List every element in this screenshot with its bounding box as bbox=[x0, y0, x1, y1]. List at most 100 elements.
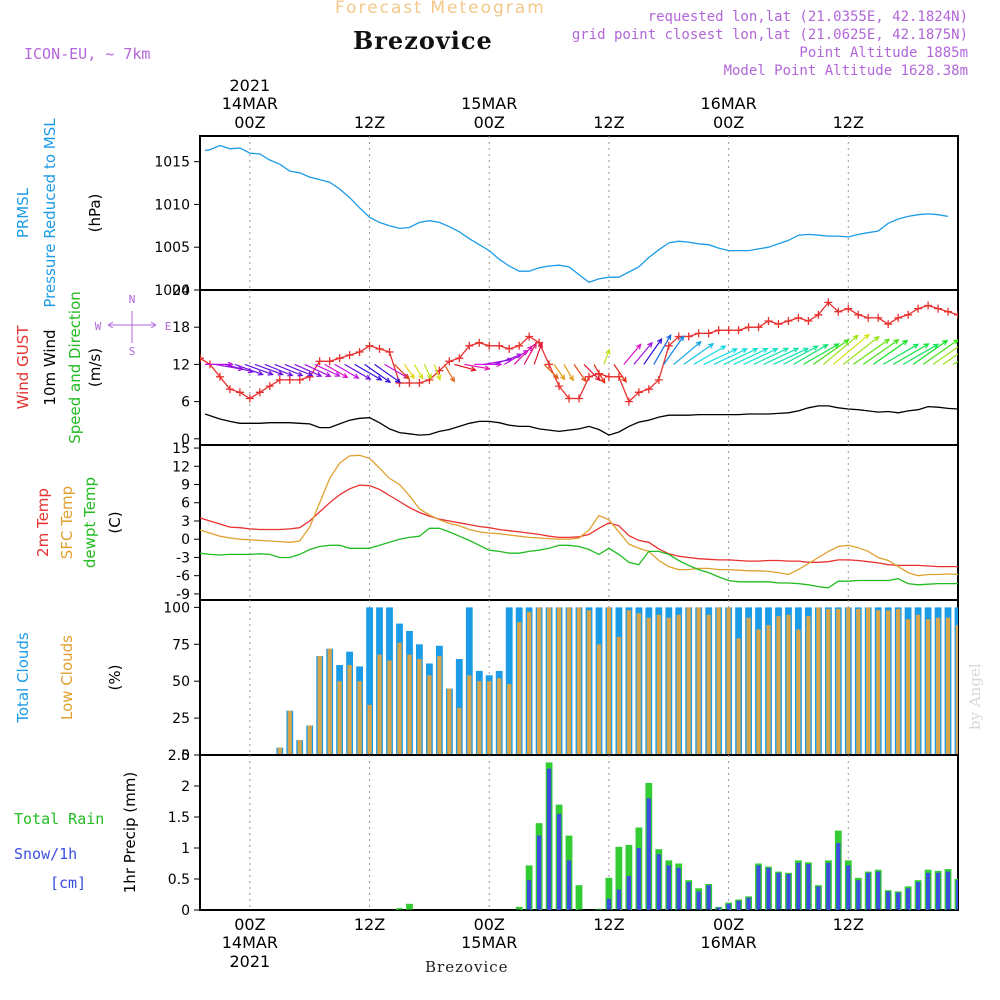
wind-direction-arrow bbox=[443, 364, 455, 383]
wind-gust-marker bbox=[604, 372, 613, 381]
clouds-bar bbox=[906, 619, 911, 755]
clouds-bar bbox=[517, 622, 522, 755]
precip-bar bbox=[945, 871, 951, 910]
wind-gust-marker bbox=[824, 298, 833, 307]
top-axis-hour: 00Z bbox=[713, 113, 744, 132]
precip-bar bbox=[955, 880, 958, 910]
clouds-bar bbox=[876, 610, 881, 755]
pressure-ytick-label: 1005 bbox=[154, 240, 190, 256]
top-axis-hour: 12Z bbox=[354, 113, 385, 132]
wind-direction-arrow bbox=[294, 363, 323, 377]
wind-gust-marker bbox=[944, 307, 953, 316]
precip-bar bbox=[396, 908, 403, 910]
wind-gust-marker bbox=[644, 385, 653, 394]
precip-bar bbox=[636, 848, 641, 910]
wind-direction-arrow bbox=[344, 363, 372, 380]
wind-direction-arrow bbox=[314, 363, 341, 377]
wind-direction-arrow bbox=[743, 348, 779, 365]
wind-direction-arrow bbox=[413, 364, 424, 380]
wind-gust-marker bbox=[515, 341, 524, 350]
precip-bar bbox=[706, 885, 711, 910]
wind-direction-arrow bbox=[254, 363, 284, 376]
clouds-bar bbox=[537, 607, 542, 755]
clouds-bar bbox=[487, 681, 492, 755]
wind-gust-marker bbox=[724, 326, 733, 335]
clouds-bar bbox=[786, 614, 791, 755]
wind-direction-arrow bbox=[803, 343, 840, 365]
wind-gust-marker bbox=[545, 360, 554, 369]
precip-bar bbox=[566, 860, 572, 910]
clouds-bar bbox=[327, 648, 332, 755]
precip-ytick-label: 1.5 bbox=[168, 810, 190, 826]
wind-gust-marker bbox=[265, 382, 274, 391]
wind-gust-marker bbox=[365, 341, 374, 350]
clouds-bar bbox=[507, 684, 512, 755]
temperature-ytick-label: 12 bbox=[172, 459, 190, 475]
precip-panel: 0 0.5 1 1.5 2 2.5 1hr Precip (mm) Total Rain Sno… bbox=[14, 748, 959, 919]
grid-point-coords: grid point closest lon,lat (21.0625E, 42… bbox=[571, 27, 968, 43]
clouds-bar bbox=[347, 665, 352, 755]
temperature-ytick-label: -9 bbox=[176, 587, 190, 603]
top-axis-year: 2021 bbox=[230, 76, 271, 95]
precip-bar bbox=[846, 865, 851, 910]
clouds-bar bbox=[427, 675, 432, 755]
wind-direction-arrow bbox=[264, 363, 294, 377]
wind-direction-arrow bbox=[533, 341, 543, 365]
clouds-bar bbox=[297, 740, 302, 755]
wind-ytick-label: 6 bbox=[181, 395, 190, 411]
bottom-axis-hour: 00Z bbox=[713, 915, 744, 934]
bottom-axis-hour: 00Z bbox=[474, 915, 505, 934]
footer-location: Brezovice bbox=[425, 958, 509, 976]
pressure-series-line bbox=[204, 144, 949, 284]
wind-gust-marker bbox=[455, 354, 464, 363]
compass-n: N bbox=[129, 293, 136, 306]
top-axis-date: 14MAR bbox=[222, 94, 278, 113]
wind-direction-arrow bbox=[374, 363, 402, 383]
clouds-bar bbox=[377, 654, 382, 755]
wind-gust-marker bbox=[704, 329, 713, 338]
wind-direction-arrow bbox=[673, 340, 702, 365]
wind-direction-arrow bbox=[234, 363, 264, 376]
clouds-bar bbox=[746, 617, 751, 755]
clouds-bar bbox=[736, 638, 741, 755]
pressure-axis-label: (hPa) bbox=[86, 194, 104, 233]
wind-ytick-label: 18 bbox=[172, 320, 190, 336]
wind-direction-arrow bbox=[423, 364, 432, 380]
wind-direction-arrow bbox=[284, 363, 314, 377]
precip-bar bbox=[515, 906, 523, 910]
clouds-bar bbox=[457, 707, 462, 755]
wind-gust-marker bbox=[255, 388, 264, 397]
wind-gust-marker bbox=[584, 372, 593, 381]
wind-gust-marker bbox=[804, 317, 813, 325]
wind-gust-marker bbox=[814, 310, 823, 319]
wind-direction-arrow bbox=[394, 363, 410, 380]
wind-gust-marker bbox=[924, 301, 933, 310]
precip-bar bbox=[656, 854, 661, 910]
compass-s: S bbox=[129, 345, 136, 358]
wind-gust-marker bbox=[874, 313, 883, 322]
wind-direction-arrow bbox=[653, 333, 672, 365]
temperature-ytick-label: -6 bbox=[176, 569, 190, 585]
wind-direction-arrow bbox=[783, 345, 819, 365]
wind-direction-arrow bbox=[334, 363, 360, 379]
clouds-bar bbox=[896, 608, 901, 755]
clouds-bar bbox=[437, 656, 442, 755]
wind-direction-arrow bbox=[922, 339, 958, 365]
clouds-bar bbox=[557, 607, 562, 755]
clouds-bar bbox=[606, 607, 611, 755]
wind-gust-marker bbox=[614, 372, 623, 381]
wind-gust-marker bbox=[525, 332, 534, 341]
wind-direction-arrow bbox=[703, 348, 739, 365]
clouds-bar bbox=[636, 613, 641, 755]
wind-panel: 0 6 12 18 24 Wind GUST 10m Wind Speed and Direc… bbox=[14, 283, 959, 448]
wind-direction-arrow bbox=[723, 348, 759, 365]
clouds-bar bbox=[766, 625, 771, 755]
precip-bar bbox=[606, 898, 611, 910]
wind-direction-arrow bbox=[842, 335, 880, 365]
pressure-frame bbox=[199, 135, 959, 291]
wind-direction-arrow bbox=[693, 345, 727, 365]
wind-direction-arrow bbox=[543, 363, 560, 380]
wind-direction-arrow bbox=[433, 364, 442, 381]
wind-direction-arrow bbox=[523, 342, 537, 365]
